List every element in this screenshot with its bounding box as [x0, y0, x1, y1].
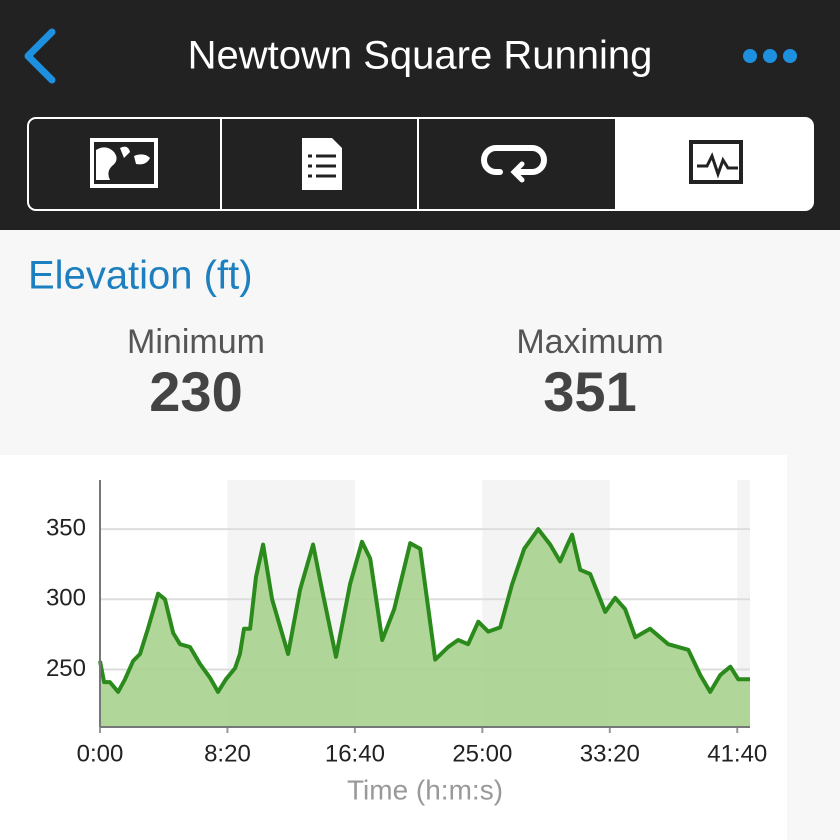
- band: [737, 480, 750, 727]
- x-tick-label: 41:40: [707, 740, 767, 767]
- stat-label: Minimum: [127, 323, 265, 361]
- more-button[interactable]: [743, 49, 797, 63]
- tab-map[interactable]: [90, 138, 158, 188]
- tab-bar: [27, 117, 814, 211]
- stat-value: 230: [149, 360, 242, 423]
- x-tick-label: 33:20: [580, 740, 640, 767]
- area: [100, 529, 750, 727]
- section-title: Elevation (ft): [28, 254, 253, 298]
- y-tick-label: 250: [46, 655, 86, 682]
- back-button[interactable]: [24, 28, 56, 84]
- y-tick-label: 350: [46, 514, 86, 541]
- x-axis-label: Time (h:m:s): [347, 774, 503, 805]
- tab-laps[interactable]: [481, 145, 547, 183]
- x-tick-label: 8:20: [204, 740, 251, 767]
- x-tick-label: 0:00: [77, 740, 124, 767]
- stat-value: 351: [543, 360, 636, 423]
- stat-label: Maximum: [516, 323, 663, 361]
- tab-elevation-icon: [689, 140, 743, 184]
- x-tick-label: 16:40: [325, 740, 385, 767]
- tab-details[interactable]: [302, 138, 342, 190]
- chart: 250 300 350 0:00 8:20 16:40 25:00 33:20 41:40: [46, 480, 767, 767]
- screen-title: Newtown Square Running: [188, 34, 653, 78]
- x-tick-label: 25:00: [452, 740, 512, 767]
- y-tick-label: 300: [46, 585, 86, 612]
- line: [98, 527, 750, 694]
